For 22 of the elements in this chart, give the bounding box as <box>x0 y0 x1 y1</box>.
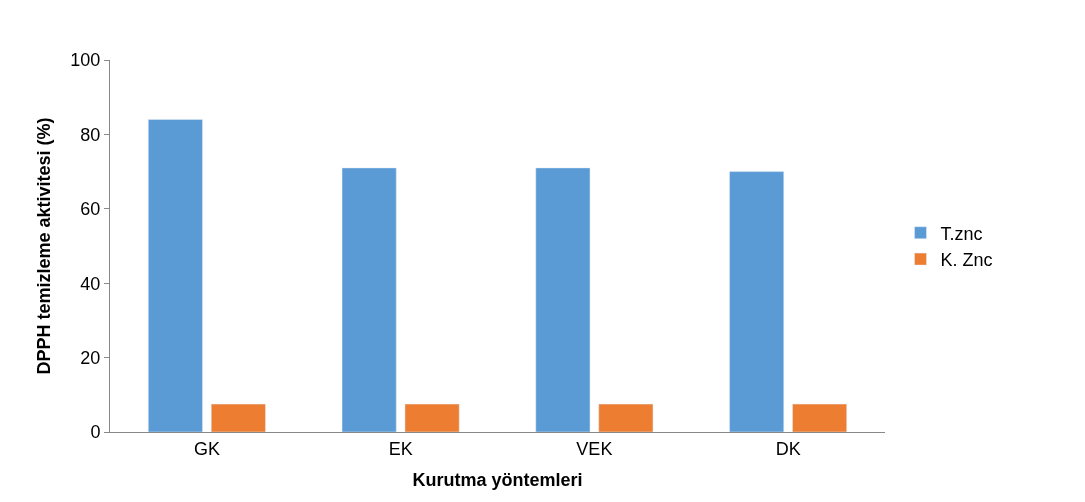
bar <box>535 167 591 432</box>
x-tick-label: VEK <box>576 438 613 459</box>
bar <box>729 171 785 432</box>
x-tick-label: EK <box>388 438 413 459</box>
legend-label: T.znc <box>940 223 983 244</box>
y-axis-title: DPPH temizleme aktivitesi (%) <box>33 117 54 375</box>
bar <box>404 403 460 432</box>
x-tick-label: GK <box>193 438 220 459</box>
bar <box>792 403 847 432</box>
y-tick-label: 60 <box>80 199 101 220</box>
x-axis-title: Kurutma yöntemleri <box>412 469 583 490</box>
y-tick-label: 40 <box>80 273 101 294</box>
y-tick-label: 20 <box>80 347 101 368</box>
bar <box>598 403 654 432</box>
x-tick-label: DK <box>775 438 801 459</box>
bar <box>341 167 397 432</box>
y-tick-label: 0 <box>90 422 101 443</box>
bar <box>210 403 266 432</box>
y-tick-label: 100 <box>70 50 101 71</box>
y-tick-label: 80 <box>80 124 101 145</box>
legend-label: K. Znc <box>940 250 993 271</box>
bar <box>148 119 203 432</box>
